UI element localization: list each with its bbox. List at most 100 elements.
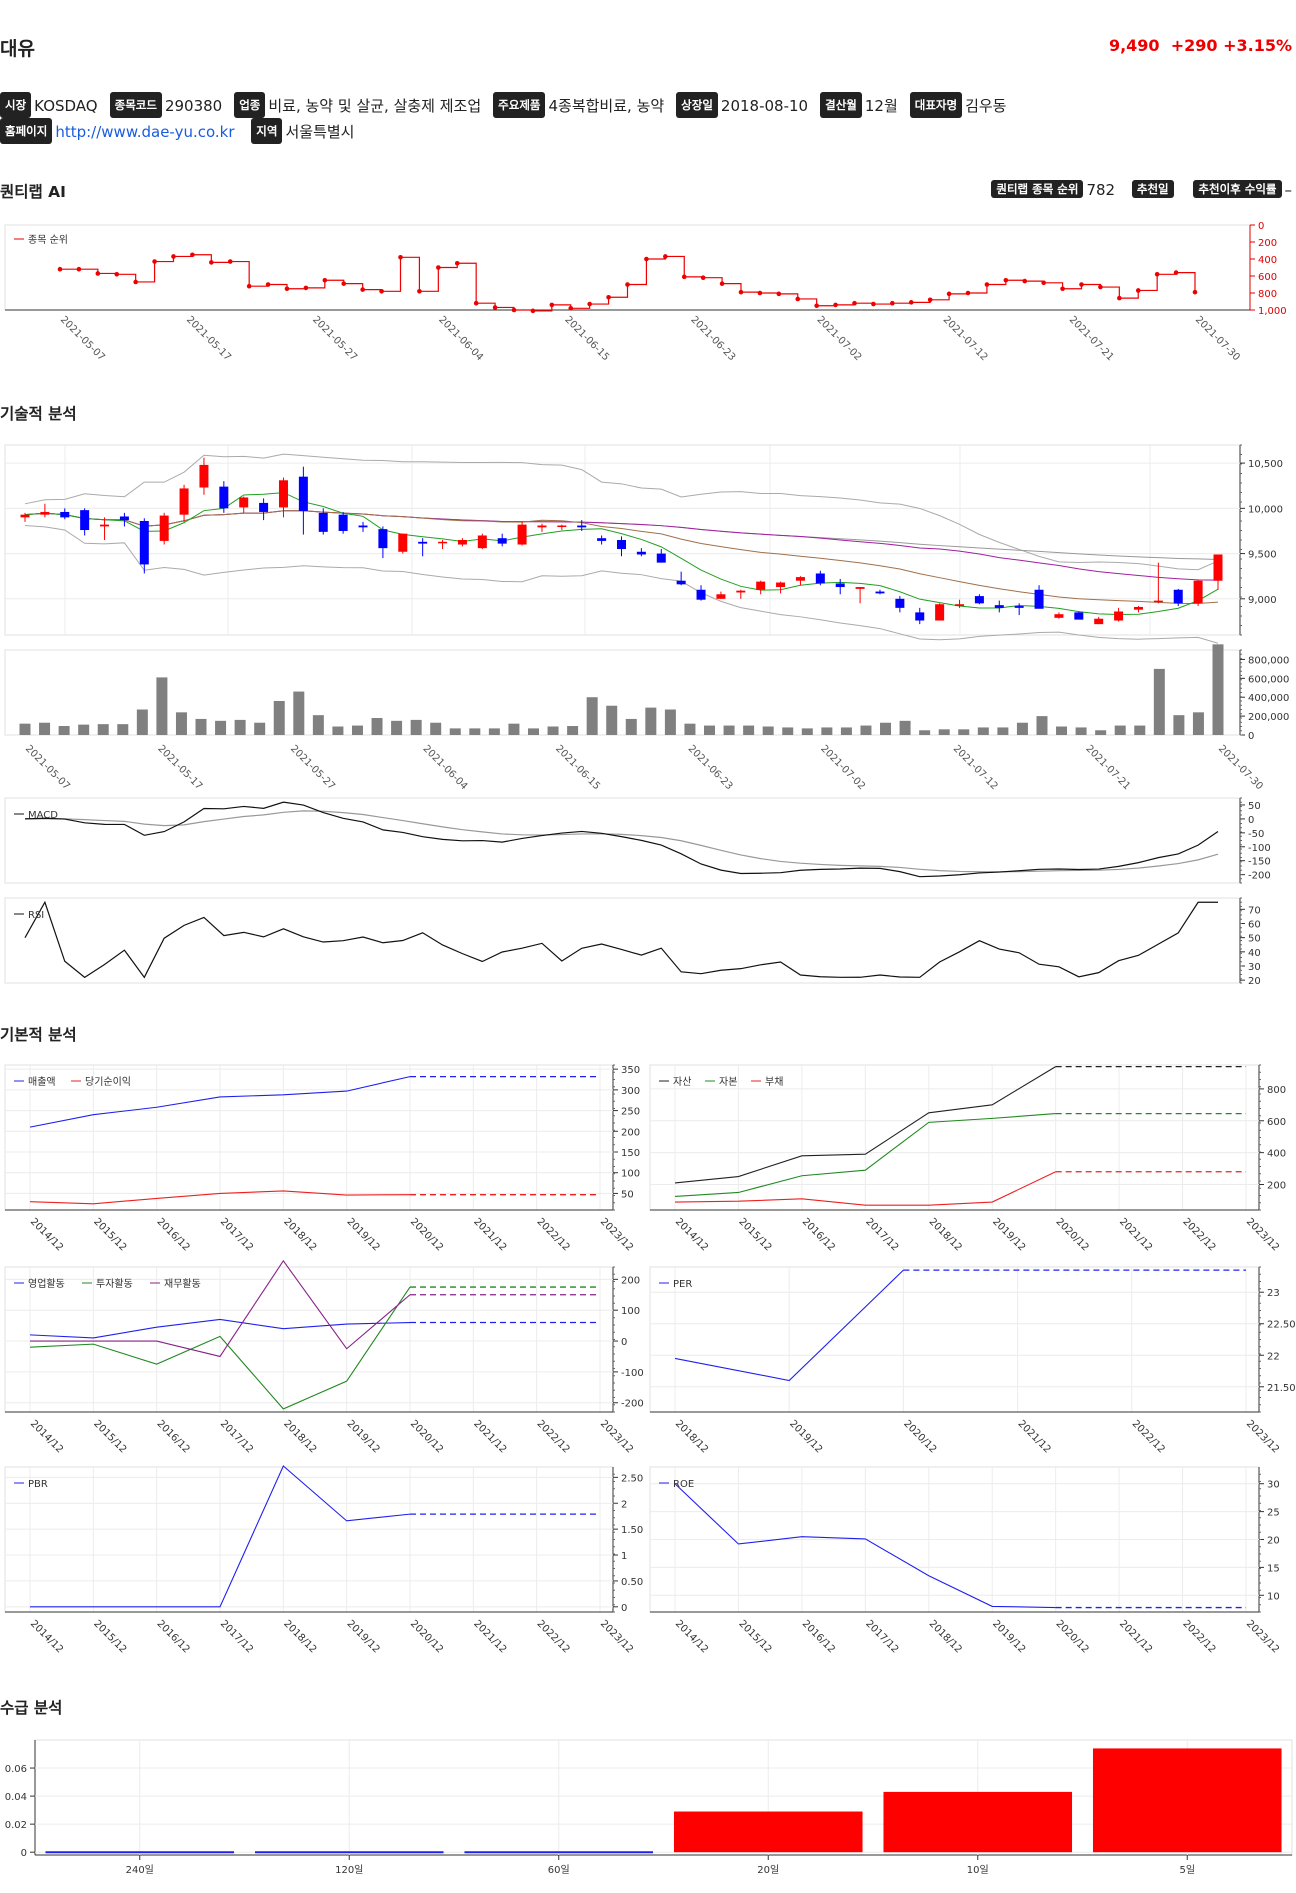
volume-bar [273, 701, 285, 735]
x-tick-label: 2021-06-15 [562, 314, 611, 363]
y-tick-label: 0.06 [5, 1764, 27, 1775]
info-value: 2018-08-10 [720, 97, 809, 115]
y-tick-label: 50 [621, 1189, 634, 1200]
section-title-supply: 수급 분석 [0, 1699, 63, 1717]
y-tick-label: 0.02 [5, 1820, 27, 1831]
series-line [674, 1269, 904, 1382]
rank-point [227, 259, 233, 264]
y-tick-label: 800 [1258, 289, 1277, 300]
info-value: 4종복합비료, 농약 [548, 97, 665, 115]
x-tick-label: 2018/12 [281, 1418, 318, 1455]
homepage-link[interactable]: http://www.dae-yu.co.kr [55, 123, 235, 141]
y-tick-label: -200 [1248, 871, 1271, 882]
rank-point [1003, 277, 1009, 283]
volume-bar [977, 727, 989, 735]
company-info-row: 시장 KOSDAQ 종목코드 290380 업종 비료, 농약 및 살균, 살충제 제조업… [0, 92, 1296, 118]
y-tick-label: 0 [1248, 731, 1254, 742]
x-tick-label: 2022/12 [535, 1216, 572, 1253]
series-line [30, 1259, 411, 1358]
legend-label: 영업활동 [28, 1277, 65, 1290]
volume-bar [1095, 730, 1107, 735]
x-tick-label: 2023/12 [1244, 1216, 1281, 1253]
volume-bar [215, 720, 227, 735]
candle-body [179, 488, 189, 515]
candle-body [517, 524, 527, 545]
rank-point [511, 307, 517, 313]
company-info: 시장 KOSDAQ 종목코드 290380 업종 비료, 농약 및 살균, 살충제 제조업… [0, 92, 1296, 144]
x-tick-label: 2020/12 [901, 1418, 938, 1455]
legend-label: MACD [28, 810, 58, 821]
rank-point [644, 256, 649, 262]
y-tick-label: 30 [1267, 1480, 1280, 1491]
y-tick-label: 1,000 [1258, 306, 1287, 317]
y-tick-label: 0 [21, 1848, 27, 1859]
y-tick-label: -100 [621, 1368, 644, 1379]
series-line [29, 1286, 411, 1410]
y-tick-label: 40 [1248, 948, 1261, 959]
candle-body [159, 515, 169, 541]
candlestick-chart: 9,000 9,500 10,000 10,500 [4, 444, 1283, 644]
rank-point [984, 282, 990, 287]
series-line [30, 1465, 411, 1608]
y-tick-label: -100 [1248, 843, 1271, 854]
volume-bar [1192, 712, 1204, 735]
y-tick-label: 350 [621, 1065, 640, 1076]
rsi-chart: 20 30 40 50 60 70 RSI [4, 897, 1261, 987]
y-tick-label: 2.50 [621, 1473, 643, 1484]
x-tick-label: 2016/12 [800, 1216, 837, 1253]
rank-point [1135, 288, 1141, 293]
y-tick-label: 50 [1248, 934, 1261, 945]
x-tick-label: 2018/12 [673, 1418, 710, 1455]
volume-bar [782, 727, 794, 735]
supply-bar [1092, 1748, 1282, 1853]
cashflow-chart: -200 -100 0 100 200 영업활동 투자활동 재무활동 2014/12 2015/1… [4, 1259, 644, 1455]
candle-body [239, 497, 249, 508]
candle-body [60, 511, 70, 518]
volume-bar [880, 722, 892, 735]
info-tag: 상장일 [676, 92, 718, 118]
info-tag: 종목코드 [109, 92, 162, 118]
rank-point [1022, 278, 1028, 284]
rank-point [398, 255, 403, 260]
x-tick-label: 2021/12 [1117, 1618, 1154, 1655]
volume-bar [39, 722, 51, 735]
rank-point [152, 259, 157, 264]
x-tick-label: 2021-07-30 [1193, 314, 1242, 363]
legend-label: 부채 [765, 1076, 783, 1088]
x-tick-label: 60일 [548, 1864, 570, 1876]
y-tick-label: 800,000 [1248, 655, 1289, 666]
info-value: 12월 [864, 97, 898, 115]
rank-point [76, 266, 82, 272]
x-tick-label: 2014/12 [28, 1618, 65, 1655]
volume-bar [1134, 725, 1146, 735]
rank-point [1173, 270, 1179, 275]
x-tick-label: 2022/12 [1130, 1418, 1167, 1455]
candle-body [1114, 611, 1124, 621]
x-tick-label: 2023/12 [598, 1618, 635, 1655]
info-tag: 결산월 [820, 92, 862, 118]
rank-point [1154, 272, 1160, 277]
info-tag: 업종 [234, 92, 266, 118]
rsi-line [24, 900, 1218, 979]
y-tick-label: 60 [1248, 920, 1261, 931]
rank-chart: 0 200 400 600 800 1,000 종목 순위 2021-05-07 2021-05… [4, 221, 1287, 363]
candle-body [40, 511, 50, 515]
x-tick-label: 2016/12 [155, 1418, 192, 1455]
x-tick-label: 2023/12 [598, 1418, 635, 1455]
candle-body [1133, 606, 1143, 610]
volume-bar [1075, 727, 1087, 735]
info-item: 종목코드 290380 [109, 92, 222, 118]
y-tick-label: 600 [1267, 1117, 1286, 1128]
x-tick-label: 2016/12 [800, 1618, 837, 1655]
y-tick-label: 23 [1267, 1288, 1280, 1299]
y-tick-label: -150 [1248, 857, 1271, 868]
region-value: 서울특별시 [285, 123, 355, 141]
candle-body [477, 535, 487, 549]
volume-bar [723, 725, 735, 735]
volume-bar [625, 718, 637, 735]
x-tick-label: 2017/12 [863, 1216, 900, 1253]
x-tick-label: 2021/12 [471, 1418, 508, 1455]
volume-bar [919, 730, 931, 735]
candle-body [656, 553, 666, 563]
x-tick-label: 2021-05-07 [23, 743, 72, 792]
